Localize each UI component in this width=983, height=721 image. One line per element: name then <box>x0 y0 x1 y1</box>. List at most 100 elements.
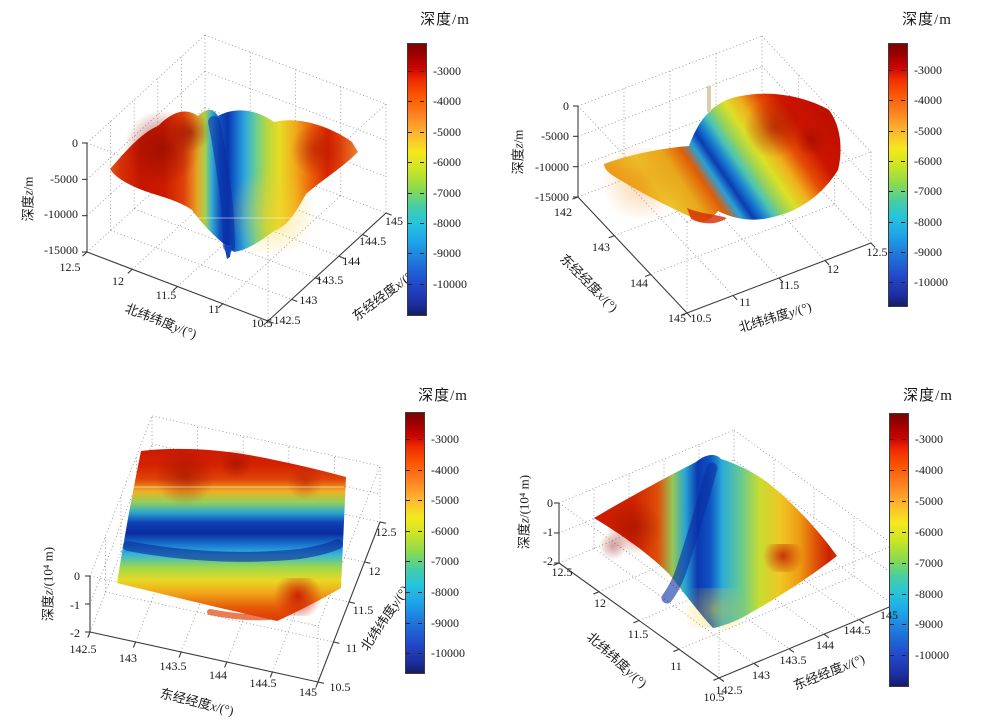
colorbar-tick-mark <box>408 223 412 224</box>
colorbar-tick-mark <box>890 500 894 502</box>
z-axis-title: 深度z/(10⁴ m) <box>516 474 532 550</box>
colorbar-title: 深度/m <box>903 388 953 404</box>
tick-label: -10000 <box>914 275 948 290</box>
colorbar-tick-mark <box>406 561 410 563</box>
colorbar-tick-mark <box>901 251 905 253</box>
axes-lines <box>85 521 386 688</box>
colorbar-tick-mark <box>420 192 424 194</box>
colorbar-title: 深度/m <box>420 12 470 28</box>
tick-label: -4000 <box>914 93 942 108</box>
tick-label: 142.5 <box>715 683 743 697</box>
colorbar <box>889 413 909 687</box>
colorbar-tick-mark <box>901 100 905 102</box>
colorbar-tick-mark <box>902 624 906 626</box>
colorbar-tick-mark <box>890 655 894 657</box>
tick-label: -1 <box>543 525 553 539</box>
colorbar-title: 深度/m <box>418 388 468 404</box>
tick-label: 145 <box>668 311 686 326</box>
colorbar-tick-mark <box>408 192 412 194</box>
colorbar-tick-mark <box>902 531 906 533</box>
tick-label: 12 <box>827 261 839 276</box>
colorbar-tick-mark <box>406 500 410 502</box>
tick-label: 12.5 <box>375 525 397 540</box>
tick-label: -10000 <box>433 276 467 291</box>
tick-label: 0 <box>74 569 80 583</box>
colorbar-tick-mark <box>890 562 894 564</box>
surface-footprint <box>594 455 837 628</box>
tick-label: -4000 <box>433 94 461 109</box>
tick-label: -10000 <box>431 646 465 661</box>
tick-label: -5000 <box>431 493 459 508</box>
tick-label: -2 <box>543 554 553 568</box>
tick-label: -8000 <box>914 214 942 229</box>
tick-label: -6000 <box>433 155 461 170</box>
tick-label: -10000 <box>915 648 949 663</box>
colorbar-tick-mark <box>901 191 905 193</box>
tick-label: 11.5 <box>627 627 649 642</box>
colorbar-tick-mark <box>408 162 412 164</box>
tick-label: 143 <box>299 293 318 308</box>
tick-label: 10.5 <box>703 689 725 704</box>
tick-label: -10000 <box>44 207 78 222</box>
tick-label: -8000 <box>433 216 461 230</box>
colorbar-tick-mark <box>418 439 422 440</box>
colorbar-tick-mark <box>890 593 894 595</box>
colorbar-tick-mark <box>420 162 424 164</box>
tick-label: 142 <box>554 205 572 219</box>
colorbar-tick-mark <box>889 160 893 162</box>
colorbar-tick-mark <box>420 283 424 285</box>
tick-label: -4000 <box>431 462 459 477</box>
tick-label: 12.5 <box>866 245 888 259</box>
tick-label: -6000 <box>431 523 459 538</box>
tick-label: -5000 <box>433 124 461 139</box>
colorbar <box>407 43 427 316</box>
tick-label: 11 <box>739 294 751 309</box>
tick-label: 143 <box>592 240 610 255</box>
colorbar-tick-mark <box>902 562 906 564</box>
colorbar-tick-mark <box>420 223 424 224</box>
colorbar-tick-mark <box>902 593 906 595</box>
surface-plot-top-right <box>572 35 876 318</box>
tick-label: -15000 <box>535 189 569 204</box>
tick-label: 12 <box>112 274 124 288</box>
tick-label: -1 <box>70 597 80 612</box>
tick-label: 144 <box>816 638 834 652</box>
colorbar-tick-mark <box>418 500 422 502</box>
colorbar-tick-mark <box>902 500 906 502</box>
colorbar-tick-mark <box>408 101 412 103</box>
colorbar-tick-mark <box>406 469 410 471</box>
surface-plot-top-left <box>82 34 392 326</box>
tick-label: 0 <box>72 136 78 150</box>
tick-label: -9000 <box>431 615 459 630</box>
tick-label: 142.5 <box>273 313 301 327</box>
tick-label: -6000 <box>915 524 943 539</box>
colorbar-tick-mark <box>420 131 424 133</box>
tick-label: 12 <box>594 596 606 611</box>
bathymetry-surface <box>594 455 837 628</box>
colorbar-title: 深度/m <box>902 12 952 28</box>
tick-label: 144 <box>630 275 648 290</box>
tick-label: 10.5 <box>251 316 273 330</box>
tick-label: 12 <box>368 563 381 578</box>
tick-label: 142.5 <box>69 642 97 656</box>
tick-label: 11.5 <box>778 278 800 292</box>
colorbar-tick-mark <box>889 251 893 253</box>
tick-label: 11.5 <box>155 288 177 302</box>
tick-label: -8000 <box>915 586 943 601</box>
colorbar-tick-mark <box>418 561 422 563</box>
colorbar-tick-mark <box>418 469 422 471</box>
colorbar-tick-mark <box>901 160 905 162</box>
tick-label: 11 <box>208 302 220 316</box>
axes-lines <box>572 105 876 318</box>
colorbar <box>888 43 908 307</box>
colorbar-tick-mark <box>406 530 410 532</box>
tick-label: -7000 <box>431 554 459 569</box>
colorbar-tick-mark <box>408 71 412 72</box>
tick-label: 10.5 <box>329 680 351 694</box>
colorbar-tick-mark <box>408 253 412 255</box>
tick-label: 144.5 <box>843 623 871 637</box>
tick-label: -4000 <box>915 462 943 477</box>
tick-label: -8000 <box>431 585 459 599</box>
colorbar-tick-mark <box>420 71 424 72</box>
